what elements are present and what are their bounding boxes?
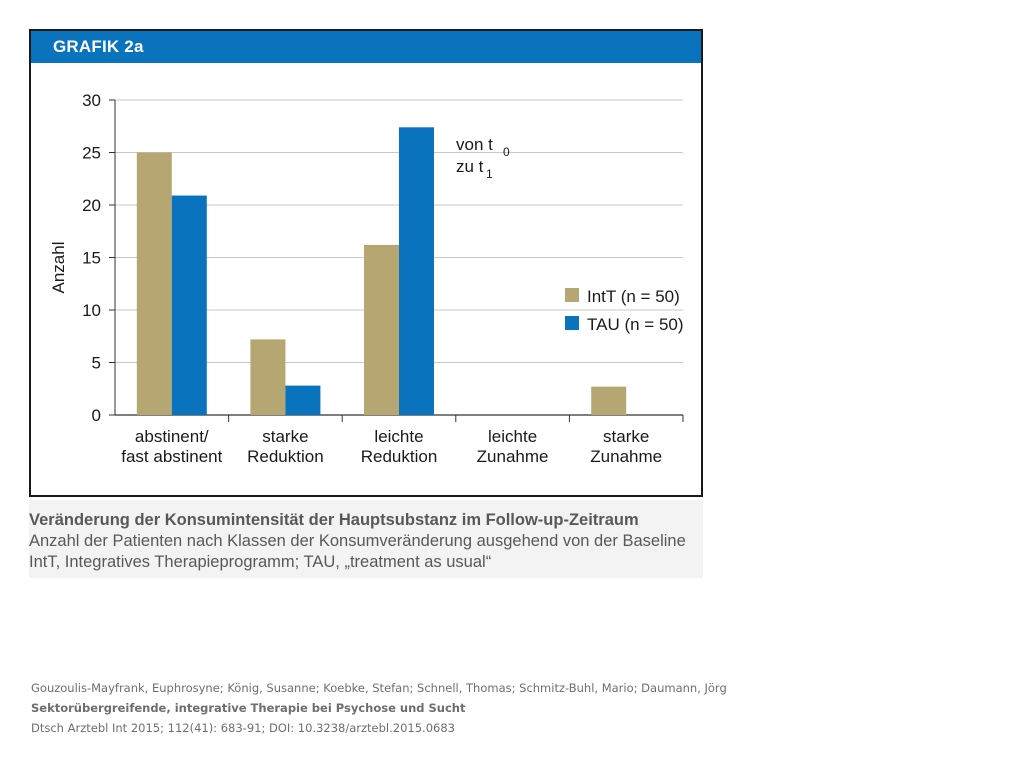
annotation-to: zu t [456,157,484,176]
annotation-from: von t [456,135,493,154]
bar-intt [364,244,399,415]
x-tick-label: starke [603,427,649,446]
annotation-to-sub: 1 [486,167,493,181]
y-axis-label: Anzahl [49,242,68,294]
y-tick-label: 5 [92,354,101,373]
y-tick-label: 25 [82,144,101,163]
y-tick-label: 15 [82,249,101,268]
caption-line-1: Anzahl der Patienten nach Klassen der Ko… [29,532,686,550]
y-tick-label: 10 [82,301,101,320]
bar-tau [285,385,321,415]
x-tick-label: fast abstinent [121,447,222,466]
bar-intt [250,339,286,415]
legend-label: IntT (n = 50) [587,287,680,306]
legend-label: TAU (n = 50) [587,315,684,334]
x-tick-label: abstinent/ [135,427,209,446]
y-tick-label: 0 [92,406,101,425]
citation-source: Dtsch Arztebl Int 2015; 112(41): 683-91;… [31,721,455,735]
legend-swatch-tau [565,316,579,330]
bar-tau [399,127,434,416]
figure-panel: GRAFIK 2a 0 5 10 15 20 25 30 Anzahl abstinent/fa… [29,29,703,497]
x-tick-label: leichte [374,427,423,446]
x-tick-label: Reduktion [361,447,438,466]
bar-intt [136,152,172,415]
x-tick-label: leichte [488,427,537,446]
legend-swatch-intt [565,288,579,302]
y-tick-label: 20 [82,196,101,215]
x-tick-label: starke [262,427,308,446]
citation-authors: Gouzoulis-Mayfrank, Euphrosyne; König, S… [31,681,727,695]
bar-tau [171,195,207,415]
caption-line-2: IntT, Integratives Therapieprogramm; TAU… [29,553,492,571]
citation-title: Sektorübergreifende, integrative Therapi… [31,701,466,715]
citation: Gouzoulis-Mayfrank, Euphrosyne; König, S… [31,678,727,738]
caption-title: Veränderung der Konsumintensität der Hau… [29,511,639,529]
annotation-from-sub: 0 [503,145,510,159]
x-tick-label: Zunahme [590,447,662,466]
x-tick-label: Zunahme [477,447,549,466]
figure-header: GRAFIK 2a [31,31,701,63]
x-tick-label: Reduktion [247,447,324,466]
y-tick-label: 30 [82,91,101,110]
bar-intt [591,386,627,415]
figure-caption: Veränderung der Konsumintensität der Hau… [29,500,703,578]
